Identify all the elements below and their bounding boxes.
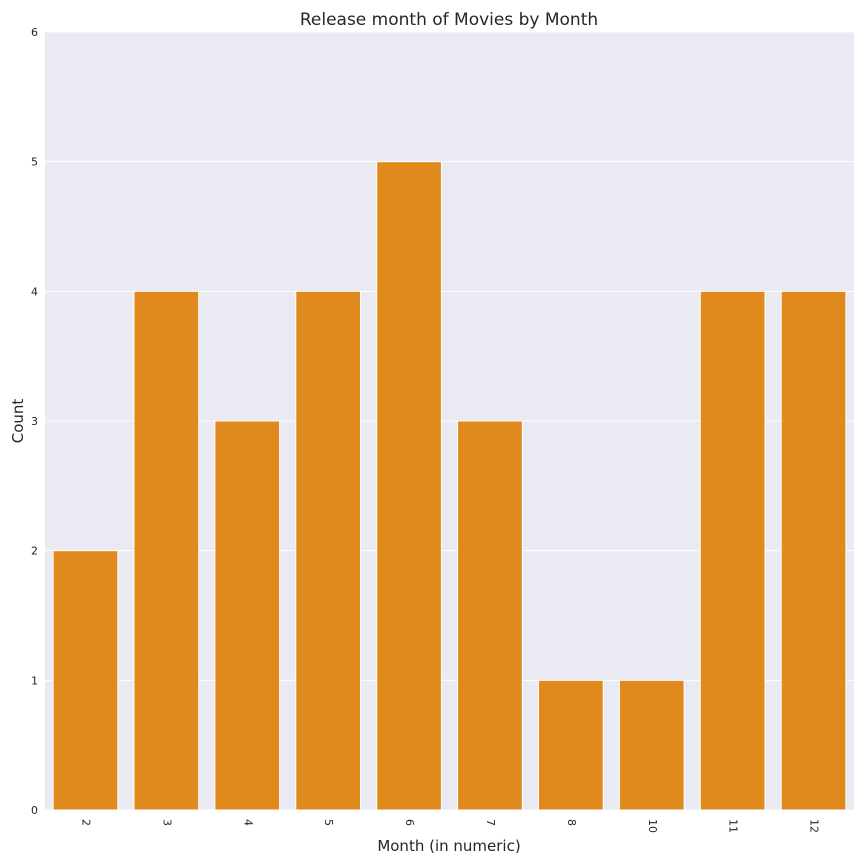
x-tick-label: 10	[646, 819, 659, 833]
y-axis-label: Count	[9, 399, 27, 444]
x-axis-label: Month (in numeric)	[377, 837, 520, 855]
x-tick-label: 8	[565, 819, 578, 826]
bar-8	[537, 679, 604, 811]
x-tick-label: 12	[808, 819, 821, 833]
bar-5	[295, 290, 362, 811]
y-tick-label: 3	[31, 415, 38, 428]
y-tick-label: 1	[31, 674, 38, 687]
bar-12	[780, 290, 847, 811]
bar-2	[52, 550, 119, 811]
chart-title: Release month of Movies by Month	[300, 10, 598, 30]
y-tick-label: 0	[31, 804, 38, 817]
x-tick-label: 4	[241, 819, 254, 826]
y-tick-labels: 0 1 2 3 4 5 6	[31, 26, 38, 817]
bar-4	[214, 420, 281, 811]
y-tick-label: 2	[31, 545, 38, 558]
bar-6	[376, 161, 442, 811]
y-tick-label: 6	[31, 26, 38, 39]
x-tick-label: 7	[484, 819, 497, 826]
x-tick-label: 6	[403, 819, 416, 826]
bar-3	[133, 290, 200, 811]
y-tick-label: 5	[31, 156, 38, 169]
x-tick-label: 2	[79, 819, 92, 826]
y-tick-label: 4	[31, 285, 38, 298]
bar-11	[699, 290, 766, 811]
bar-7	[457, 420, 523, 811]
x-tick-labels: 2 3 4 5 6 7 8 10 11 12	[79, 819, 820, 833]
bars	[52, 161, 847, 811]
x-tick-label: 11	[727, 819, 740, 833]
x-tick-label: 5	[322, 819, 335, 826]
x-tick-label: 3	[160, 819, 173, 826]
bar-10	[618, 679, 685, 811]
